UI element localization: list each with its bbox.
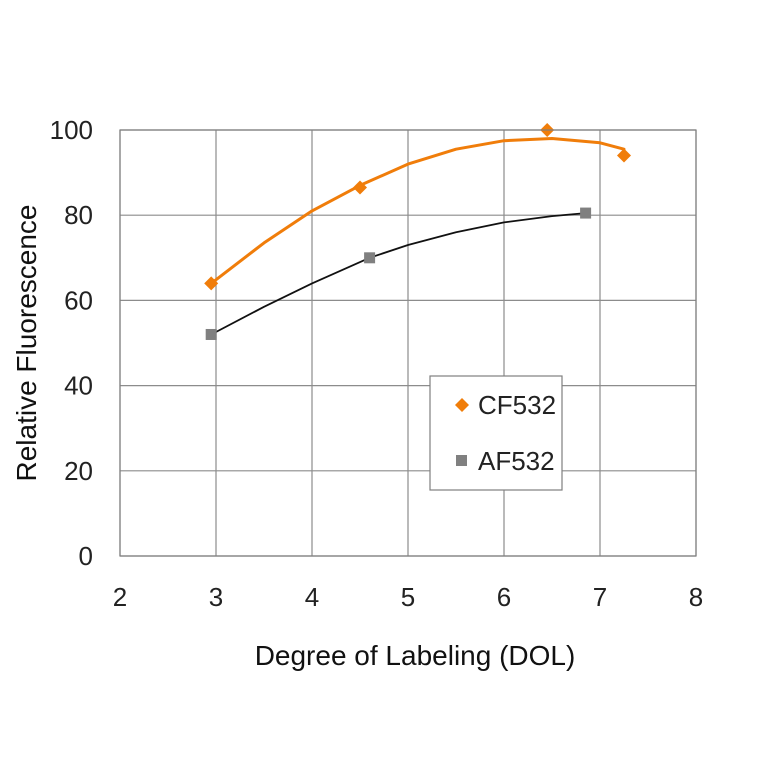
x-tick-label: 4: [305, 582, 319, 612]
data-point-cf532: [353, 180, 367, 195]
x-tick-label: 8: [689, 582, 703, 612]
data-point-af532: [364, 252, 376, 264]
legend: CF532 AF532: [429, 375, 563, 491]
data-point-cf532: [617, 148, 631, 163]
legend-marker-cf532: [455, 398, 469, 412]
y-tick-labels: 0 20 40 60 80 100: [50, 115, 93, 571]
x-tick-label: 6: [497, 582, 511, 612]
legend-marker-af532: [456, 455, 467, 466]
x-tick-labels: 2 3 4 5 6 7 8: [113, 582, 703, 612]
trendline-af532: [210, 212, 587, 336]
data-point-cf532: [204, 276, 219, 291]
legend-box: [429, 375, 563, 491]
plot-border: [119, 129, 697, 557]
y-tick-label: 0: [79, 541, 93, 571]
data-point-af532: [205, 328, 217, 340]
y-tick-label: 60: [64, 285, 93, 315]
y-tick-label: 100: [50, 115, 93, 145]
x-axis-label: Degree of Labeling (DOL): [255, 640, 576, 671]
x-tick-label: 7: [593, 582, 607, 612]
data-point-af532: [580, 207, 592, 219]
x-tick-label: 2: [113, 582, 127, 612]
legend-label-af532: AF532: [478, 446, 555, 476]
series-layer: [204, 123, 631, 340]
x-tick-label: 5: [401, 582, 415, 612]
trendline-cf532: [209, 137, 626, 285]
y-axis-label: Relative Fluorescence: [11, 204, 42, 481]
y-tick-label: 80: [64, 200, 93, 230]
legend-label-cf532: CF532: [478, 390, 556, 420]
x-tick-label: 3: [209, 582, 223, 612]
y-tick-label: 40: [64, 371, 93, 401]
y-tick-label: 20: [64, 456, 93, 486]
